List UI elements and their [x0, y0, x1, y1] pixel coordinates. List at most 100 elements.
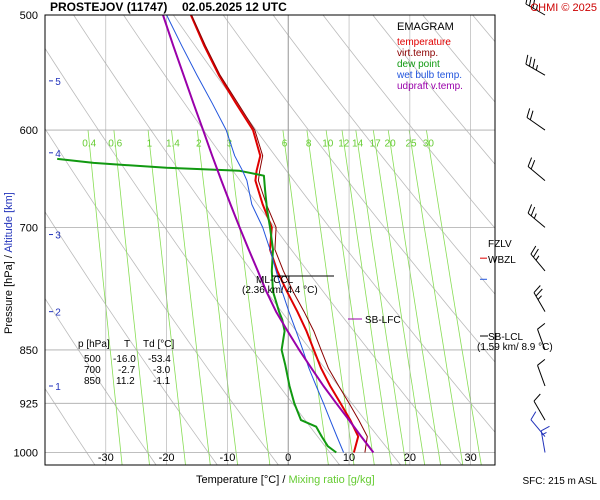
series-temperature-line: [189, 15, 360, 453]
altitude-tick-label: 5: [55, 77, 61, 88]
table-cell: -3.0: [153, 365, 171, 376]
wind-barb-half-flag: [533, 213, 537, 219]
dry-adiabat: [222, 15, 495, 363]
mixing-ratio-line: [87, 130, 123, 465]
wind-barb-flag: [533, 393, 541, 402]
mixing-ratio-line: [355, 130, 407, 465]
data-table: p [hPa] T Td [°C] 500 -16.0 -53.4 700 -2…: [78, 339, 174, 387]
wind-barb-staff: [533, 400, 546, 421]
table-cell: -2.7: [118, 365, 136, 376]
legend: EMAGRAM temperature virt.temp. dew point…: [396, 21, 463, 92]
grid: [45, 15, 495, 465]
table-cell: -16.0: [113, 354, 136, 365]
wind-barb-flag: [530, 160, 536, 170]
level-markers: [480, 257, 487, 280]
wind-barb-flag: [530, 245, 537, 255]
pressure-tick-label: 600: [20, 125, 38, 137]
wind-barb-flag: [529, 110, 534, 120]
series-udpraft-v-temp-line: [162, 15, 375, 454]
temperature-tick-label: 0: [285, 452, 291, 464]
plot-frame: [44, 14, 496, 466]
temperature-tick-label: -10: [219, 452, 235, 464]
x-axis-label: Temperature [°C] / Mixing ratio [g/kg]: [196, 474, 375, 486]
wind-barb-staff: [527, 212, 546, 228]
dry-adiabat: [45, 297, 157, 465]
sb-lfc-label: SB-LFC: [365, 315, 401, 326]
mixing-ratio-label: 25: [405, 139, 417, 150]
temperature-tick-label: -20: [159, 452, 175, 464]
mixing-ratio-line: [113, 130, 150, 465]
annotations: ML-CCL (2.36 km/ 4.4 °C) SB-LFC SB-LCL (…: [242, 239, 597, 487]
pressure-tick-label: 700: [20, 222, 38, 234]
wind-barb-half-flag: [537, 295, 542, 300]
wind-barb-flag: [525, 54, 529, 65]
ml-ccl-detail: (2.36 km/ 4.4 °C): [242, 285, 318, 296]
mixing-ratio-label: 0.6: [108, 139, 122, 150]
mixing-ratio-label: 12: [338, 139, 350, 150]
ml-ccl-label: ML-CCL: [256, 275, 294, 286]
datetime: 02.05.2025 12 UTC: [182, 0, 287, 14]
mixing-ratio-label: 6: [282, 139, 288, 150]
table-header-p: p [hPa]: [78, 339, 110, 350]
table-cell: 500: [84, 354, 101, 365]
altitude-tick-label: 4: [55, 149, 61, 160]
legend-virt-temp: virt.temp.: [397, 48, 438, 59]
table-cell: 700: [84, 365, 101, 376]
wind-barb-flag: [530, 206, 536, 216]
mixing-ratio-line: [147, 130, 186, 465]
wind-barb-staff: [537, 365, 546, 387]
dry-adiabat: [45, 127, 279, 465]
altitude-tick-label: 1: [55, 382, 61, 393]
series-virt-temp-line: [191, 15, 368, 453]
table-cell: 11.2: [116, 376, 135, 387]
wind-barb-staff: [526, 117, 546, 131]
altitude-tick-label: 2: [55, 308, 61, 319]
wind-barb-staff: [537, 329, 546, 351]
wind-barb-flag: [537, 359, 546, 366]
mixing-ratio-label: 8: [306, 139, 312, 150]
wind-barb-flag: [535, 288, 543, 297]
dry-adiabat: [572, 15, 600, 465]
legend-title: EMAGRAM: [397, 21, 454, 33]
table-header-t: T: [124, 339, 130, 350]
mixing-ratio-label: 1.4: [166, 139, 180, 150]
mixing-ratio-label: 14: [352, 139, 364, 150]
wind-barb-staff: [527, 166, 546, 181]
mixing-ratio-line: [408, 130, 464, 465]
wind-barb-flag: [532, 0, 536, 9]
y-axis-label: Pressure [hPa] / Altitude [km]: [3, 192, 15, 334]
dry-adiabat: [45, 387, 96, 465]
temperature-tick-label: 20: [404, 452, 416, 464]
pressure-tick-label: 850: [20, 345, 38, 357]
mixing-ratio-lines: 0.4 0.6 1 1.4 2 3 6 8 10 12 14 17 20 25 30: [82, 130, 482, 465]
dry-adiabat: [523, 15, 600, 465]
wind-barb-staff: [533, 292, 546, 312]
mixing-ratio-label: 3: [227, 139, 233, 150]
mixing-ratio-line: [196, 130, 238, 465]
wind-barb-flag: [537, 323, 546, 330]
series-wet-bulb-temp-line: [166, 15, 345, 453]
pressure-tick-label: 925: [20, 398, 38, 410]
mixing-ratio-line: [325, 130, 375, 465]
temperature-tick-label: 10: [343, 452, 355, 464]
sb-lcl-label: SB-LCL: [488, 332, 523, 343]
mixing-ratio-line: [426, 130, 482, 465]
wind-barb-flag: [530, 411, 537, 420]
pressure-tick-label: 500: [20, 10, 38, 22]
temperature-tick-label: -30: [98, 452, 114, 464]
station-title: PROSTEJOV (11747): [50, 0, 167, 14]
dry-adiabat: [45, 211, 218, 465]
wind-barb-flag: [528, 56, 532, 67]
wind-barb-half-flag: [535, 64, 538, 71]
table-header-td: Td [°C]: [143, 339, 174, 350]
wind-barb-flag: [532, 248, 539, 258]
wind-barb-flag: [527, 157, 533, 167]
mixing-ratio-line: [341, 130, 392, 465]
mixing-ratio-label: 10: [322, 139, 334, 150]
mixing-ratio-line: [227, 130, 271, 465]
mixing-ratio-label: 20: [385, 139, 397, 150]
mixing-ratio-line: [372, 130, 426, 465]
copyright: CHMI © 2025: [530, 2, 597, 14]
